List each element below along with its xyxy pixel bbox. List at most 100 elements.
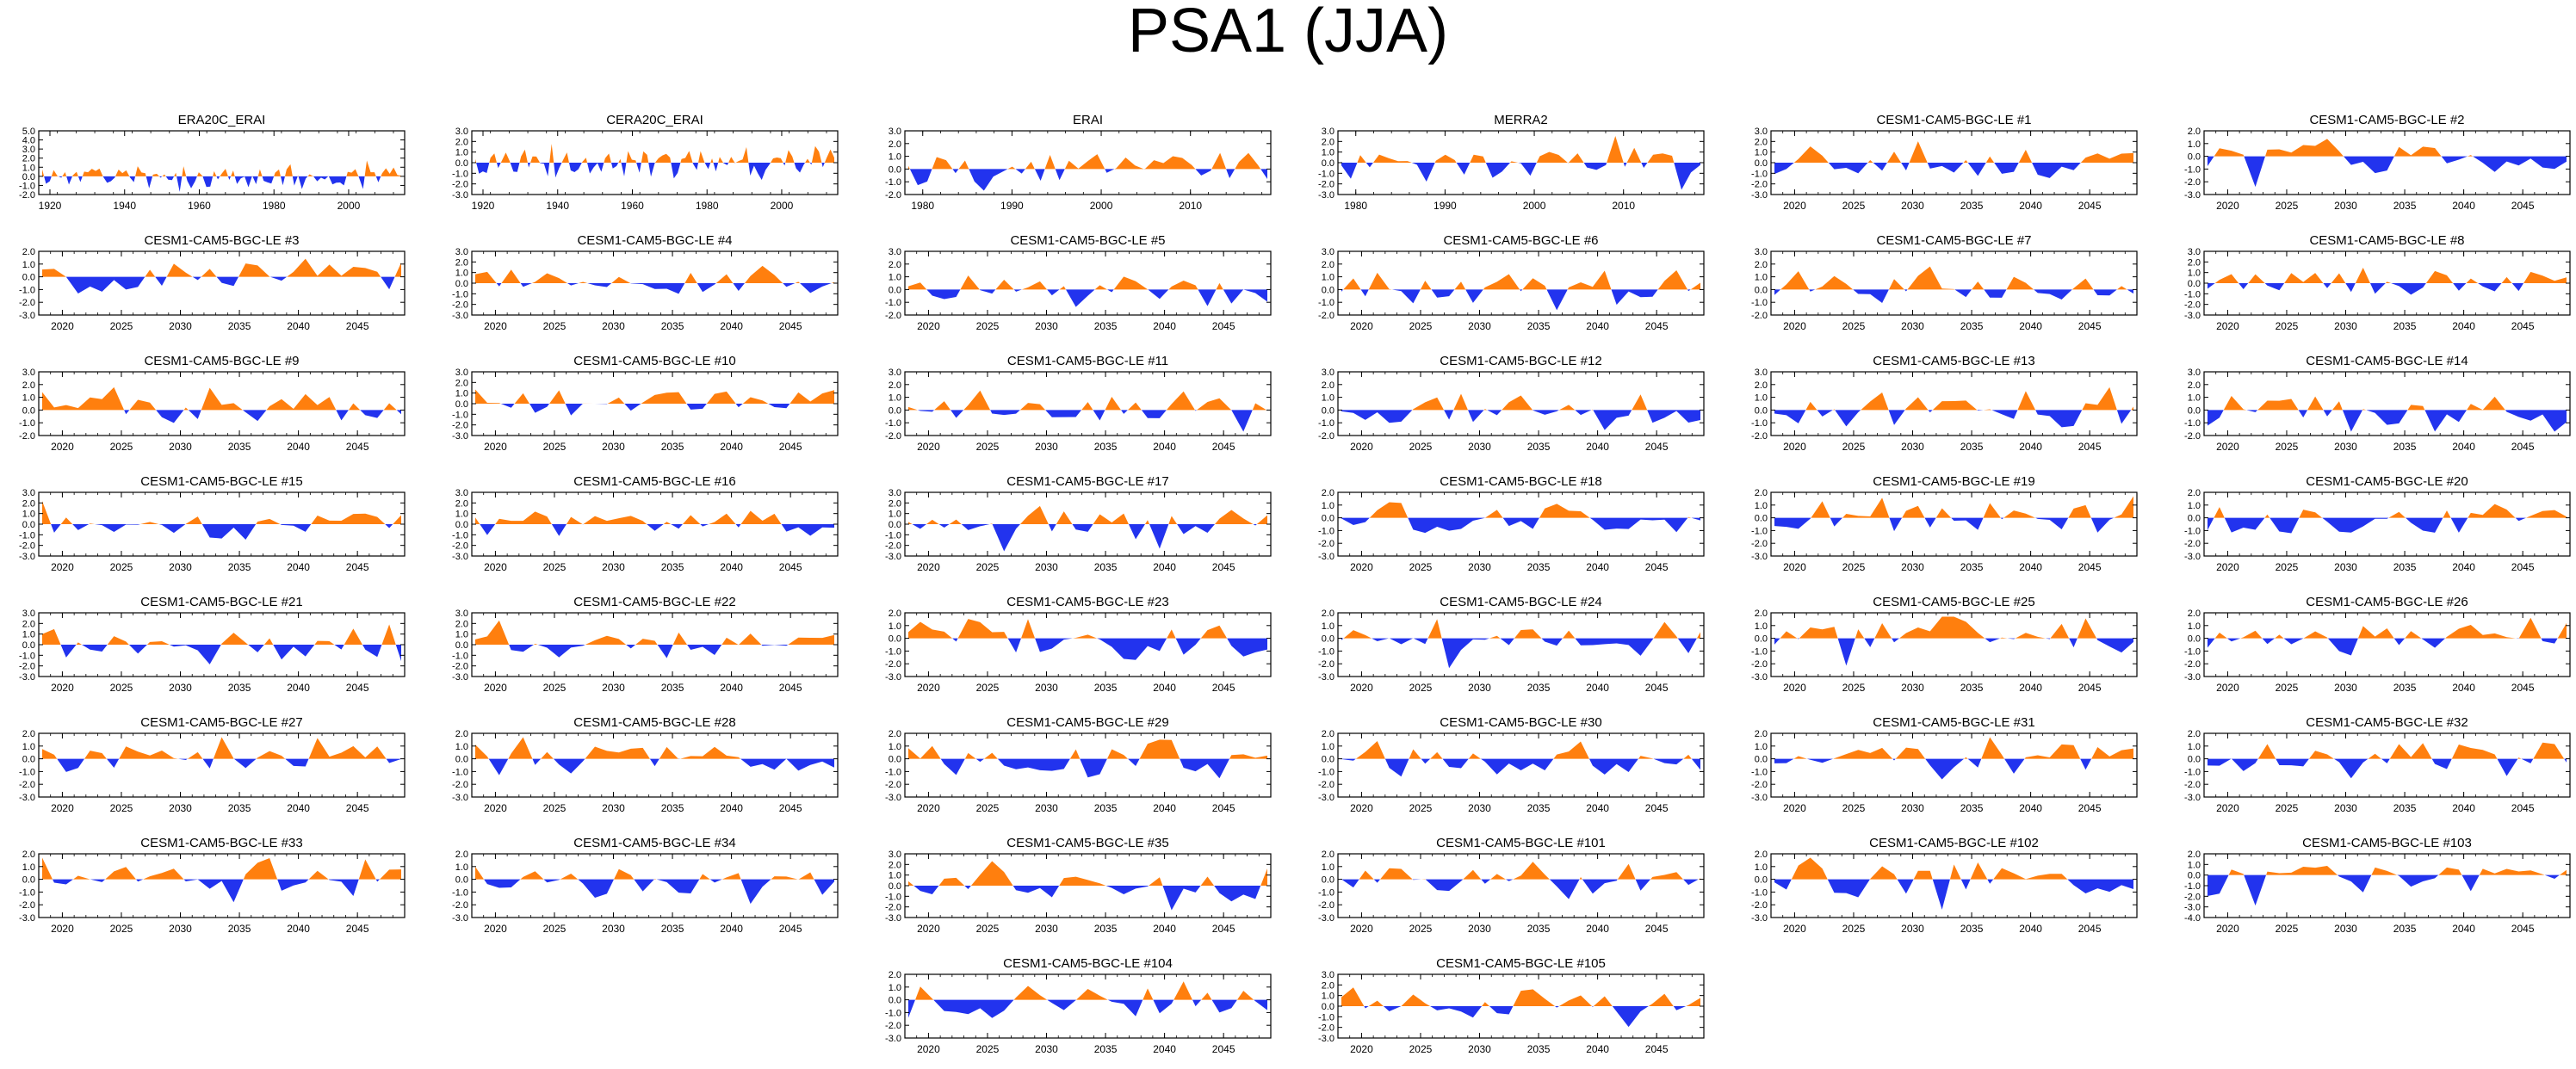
x-tick-label: 2040 xyxy=(1153,1043,1176,1055)
panel-title: CESM1-CAM5-BGC-LE #12 xyxy=(1440,354,1601,368)
panel-title: CESM1-CAM5-BGC-LE #13 xyxy=(1873,354,2034,368)
y-tick-label: -2.0 xyxy=(1751,780,1768,790)
y-tick-label: -1.0 xyxy=(452,289,468,300)
positive-area xyxy=(1780,616,2097,639)
y-tick-label: 2.0 xyxy=(2188,257,2201,268)
y-tick-label: 0.0 xyxy=(455,520,468,530)
y-tick-label: 0.0 xyxy=(1755,755,1768,765)
y-tick-label: -1.0 xyxy=(19,181,35,191)
y-tick-label: 0.0 xyxy=(2188,514,2201,524)
y-tick-label: 2.0 xyxy=(1322,260,1334,270)
x-tick-label: 2030 xyxy=(1468,561,1491,573)
panel-title: CESM1-CAM5-BGC-LE #9 xyxy=(144,354,299,368)
panel-title: CESM1-CAM5-BGC-LE #104 xyxy=(1003,956,1173,971)
y-tick-label: 3.0 xyxy=(2188,368,2201,378)
x-tick-label: 2030 xyxy=(602,320,625,332)
y-tick-label: 2.0 xyxy=(1322,488,1334,498)
x-tick-label: 2000 xyxy=(1523,200,1546,212)
x-tick-label: 2020 xyxy=(1783,200,1806,212)
y-tick-label: -1.0 xyxy=(1318,169,1334,179)
positive-area xyxy=(1791,857,2068,880)
x-tick-label: 1980 xyxy=(696,200,719,212)
y-tick-label: -1.0 xyxy=(1318,767,1334,777)
y-tick-label: -1.0 xyxy=(2184,164,2201,175)
positive-area xyxy=(908,275,1223,290)
plot-frame xyxy=(1337,732,1705,798)
y-tick-label: 1.0 xyxy=(22,163,35,173)
panel-title: CESM1-CAM5-BGC-LE #10 xyxy=(573,354,735,368)
negative-area xyxy=(1341,163,1700,190)
panel-title: CESM1-CAM5-BGC-LE #29 xyxy=(1006,715,1168,730)
y-tick-label: 2.0 xyxy=(455,729,468,739)
positive-area xyxy=(2223,395,2505,411)
plot-frame xyxy=(2203,130,2571,195)
y-tick-label: 1.0 xyxy=(455,742,468,752)
x-tick-label: 2045 xyxy=(1212,441,1235,453)
y-tick-label: 0.0 xyxy=(889,996,901,1006)
y-tick-label: -1.0 xyxy=(885,1008,901,1018)
panel-34: CESM1-CAM5-BGC-LE #30 2.0 1.0 0.0 -1.0 -2.0 -3… xyxy=(1318,715,1705,814)
x-tick-label: 2040 xyxy=(287,682,310,694)
y-tick-label: 2.0 xyxy=(1755,488,1768,498)
y-tick-label: -3.0 xyxy=(2184,793,2201,803)
x-tick-label: 2020 xyxy=(1350,1043,1373,1055)
x-tick-label: 2025 xyxy=(1409,923,1433,935)
x-tick-label: 1960 xyxy=(621,200,644,212)
y-tick-label: -3.0 xyxy=(452,190,468,201)
y-tick-label: -2.0 xyxy=(19,900,35,911)
plot-frame xyxy=(904,973,1272,1039)
panel-37: CESM1-CAM5-BGC-LE #33 2.0 1.0 0.0-1.0 -2.0 -3… xyxy=(19,836,406,935)
x-tick-label: 2025 xyxy=(1409,561,1433,573)
x-tick-label: 2025 xyxy=(2276,200,2299,212)
y-tick-label: 2.0 xyxy=(889,380,901,391)
positive-area xyxy=(42,386,397,411)
panel-title: CESM1-CAM5-BGC-LE #26 xyxy=(2306,595,2468,609)
x-tick-label: 2045 xyxy=(1645,1043,1669,1055)
x-tick-label: 2040 xyxy=(1153,802,1176,814)
y-tick-label: 3.0 xyxy=(1322,247,1334,257)
y-tick-label: 1.0 xyxy=(1755,393,1768,404)
plot-frame xyxy=(1770,491,2138,557)
y-tick-label: -3.0 xyxy=(885,672,901,683)
plot-frame xyxy=(1337,612,1705,677)
y-tick-label: 0.0 xyxy=(2188,634,2201,645)
x-tick-label: 2020 xyxy=(1783,682,1806,694)
y-tick-label: -3.0 xyxy=(2184,190,2201,201)
y-tick-label: -2.0 xyxy=(885,541,901,552)
positive-area xyxy=(475,620,834,645)
y-tick-label: 2.0 xyxy=(455,619,468,629)
y-tick-label: -1.0 xyxy=(1751,418,1768,429)
y-tick-label: 2.0 xyxy=(1322,380,1334,391)
x-tick-label: 2040 xyxy=(2019,802,2042,814)
y-tick-label: 0.0 xyxy=(1755,875,1768,886)
x-tick-label: 2035 xyxy=(1094,923,1118,935)
y-tick-label: -3.0 xyxy=(1318,913,1334,924)
x-tick-label: 2020 xyxy=(917,320,940,332)
y-tick-label: 2.0 xyxy=(1755,137,1768,147)
y-tick-label: -1.0 xyxy=(19,285,35,295)
y-tick-label: 3.0 xyxy=(22,488,35,498)
negative-area xyxy=(952,638,1267,660)
x-tick-label: 2045 xyxy=(779,682,802,694)
x-tick-label: 2035 xyxy=(1094,441,1118,453)
positive-area xyxy=(2214,139,2474,157)
positive-area xyxy=(1369,502,1692,518)
x-tick-label: 2030 xyxy=(1468,320,1491,332)
x-tick-label: 2045 xyxy=(779,802,802,814)
positive-area xyxy=(2231,742,2565,759)
x-tick-label: 2025 xyxy=(1409,441,1433,453)
y-tick-label: -3.0 xyxy=(1318,552,1334,562)
negative-area xyxy=(2208,283,2524,295)
plot-frame xyxy=(2203,612,2571,677)
y-tick-label: -2.0 xyxy=(885,1021,901,1031)
panel-2: CERA20C_ERAI 3.02.01.00.0-1.0-2.0-3.0 1920… xyxy=(452,113,839,212)
x-tick-label: 2025 xyxy=(110,923,133,935)
x-tick-label: 2040 xyxy=(287,561,310,573)
positive-area xyxy=(1343,619,1700,639)
x-tick-label: 2030 xyxy=(602,561,625,573)
panel-title: CESM1-CAM5-BGC-LE #5 xyxy=(1010,233,1165,248)
y-tick-label: -1.0 xyxy=(19,767,35,777)
x-tick-label: 2020 xyxy=(51,682,74,694)
x-tick-label: 2020 xyxy=(2216,441,2239,453)
y-tick-label: 2.0 xyxy=(1322,850,1334,860)
